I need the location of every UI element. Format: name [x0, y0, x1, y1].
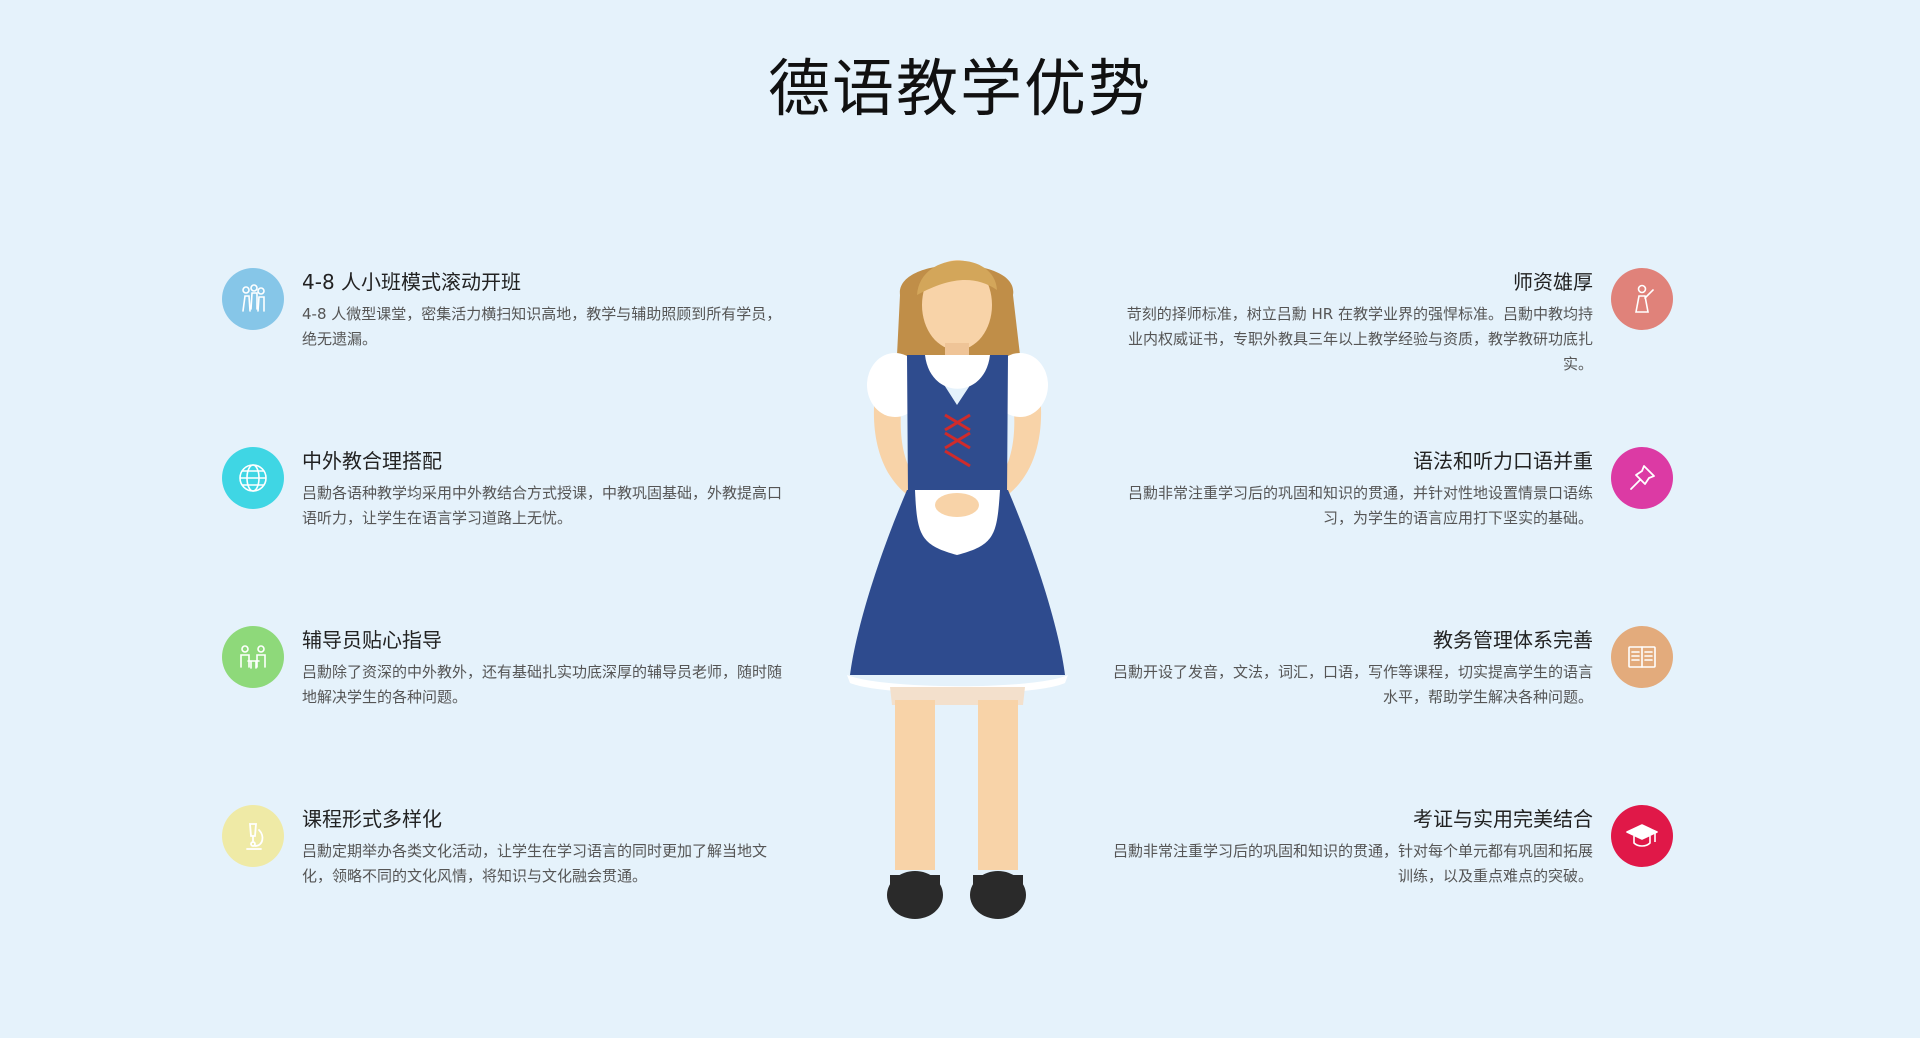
feature-title: 4-8 人小班模式滚动开班 — [302, 270, 522, 294]
feature-title: 师资雄厚 — [1513, 270, 1593, 294]
tutor-desk-icon — [222, 626, 284, 688]
page-title: 德语教学优势 — [767, 52, 1152, 125]
feature-description: 吕勳非常注重学习后的巩固和知识的贯通，针对每个单元都有巩固和拓展训练，以及重点难… — [1113, 842, 1594, 885]
microscope-icon — [222, 805, 284, 867]
feature-title: 语法和听力口语并重 — [1413, 449, 1593, 473]
feature-title: 中外教合理搭配 — [302, 449, 442, 473]
feature-description: 4-8 人微型课堂，密集活力横扫知识高地，教学与辅助照顾到所有学员，绝无遗漏。 — [302, 305, 782, 348]
feature-description: 吕勳各语种教学均采用中外教结合方式授课，中教巩固基础，外教提高口语听力，让学生在… — [302, 484, 783, 527]
feature-title: 课程形式多样化 — [302, 807, 442, 831]
feature-title: 教务管理体系完善 — [1433, 628, 1593, 652]
feature-description: 苛刻的择师标准，树立吕勳 HR 在教学业界的强悍标准。吕勳中教均持业内权威证书，… — [1126, 305, 1593, 373]
girl-illustration — [847, 260, 1068, 919]
pin-icon — [1611, 447, 1673, 509]
feature-title: 考证与实用完美结合 — [1413, 807, 1593, 831]
people-icon — [222, 268, 284, 330]
feature-title: 辅导员贴心指导 — [302, 628, 442, 652]
teacher-icon — [1611, 268, 1673, 330]
open-book-icon — [1611, 626, 1673, 688]
feature-description: 吕勳开设了发音，文法，词汇，口语，写作等课程，切实提高学生的语言水平，帮助学生解… — [1113, 663, 1594, 706]
feature-description: 吕勳除了资深的中外教外，还有基础扎实功底深厚的辅导员老师，随时随地解决学生的各种… — [302, 663, 783, 706]
graduation-cap-icon — [1611, 805, 1673, 867]
feature-description: 吕勳非常注重学习后的巩固和知识的贯通，并针对性地设置情景口语练习，为学生的语言应… — [1127, 484, 1593, 527]
feature-description: 吕勳定期举办各类文化活动，让学生在学习语言的同时更加了解当地文化，领略不同的文化… — [302, 842, 768, 885]
globe-icon — [222, 447, 284, 509]
